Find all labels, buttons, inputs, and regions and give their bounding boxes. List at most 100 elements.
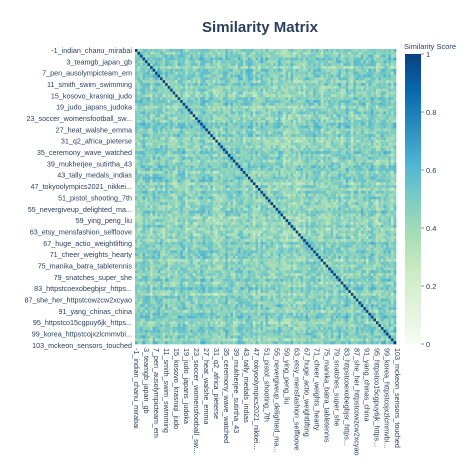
heatmap-cell [182, 102, 186, 107]
heatmap-cell [152, 151, 156, 155]
heatmap-cell [273, 91, 276, 95]
heatmap-cell [388, 151, 392, 155]
heatmap-cell [310, 179, 314, 183]
heatmap-cell [147, 151, 151, 155]
heatmap-cell [283, 139, 286, 143]
heatmap-cell [348, 122, 352, 126]
heatmap-cell [288, 77, 291, 81]
heatmap-cell [310, 57, 314, 61]
heatmap-cell [360, 49, 364, 53]
heatmap-cell [270, 66, 274, 70]
heatmap-cell [182, 63, 186, 67]
heatmap-cell [137, 49, 141, 53]
heatmap-cell [288, 57, 291, 61]
heatmap-cell [338, 156, 342, 160]
heatmap-cell [285, 119, 289, 124]
heatmap-cell [190, 49, 194, 53]
heatmap-cell [165, 117, 168, 121]
heatmap-cell [172, 108, 176, 112]
heatmap-cell [215, 156, 219, 160]
heatmap-cell [247, 153, 251, 158]
heatmap-cell [215, 131, 219, 135]
heatmap-cell [157, 102, 161, 107]
heatmap-cell [328, 156, 332, 160]
heatmap-cell [358, 49, 362, 53]
heatmap-cell [360, 88, 364, 92]
heatmap-cell [333, 176, 337, 180]
heatmap-cell [313, 117, 317, 121]
heatmap-cell [247, 134, 251, 138]
heatmap-cell [375, 68, 379, 73]
heatmap-cell [368, 49, 372, 53]
heatmap-cell [290, 51, 294, 56]
heatmap-cell [247, 142, 251, 146]
heatmap-cell [388, 122, 392, 126]
heatmap-cell [260, 105, 264, 109]
heatmap-cell [157, 153, 161, 158]
heatmap-cell [325, 162, 329, 166]
heatmap-cell [140, 176, 143, 180]
heatmap-cell [338, 54, 342, 58]
heatmap-cell [160, 102, 163, 107]
heatmap-cell [288, 134, 291, 138]
heatmap-cell [338, 108, 342, 112]
heatmap-cell [152, 80, 156, 84]
heatmap-cell [365, 128, 369, 132]
heatmap-cell [247, 182, 251, 186]
heatmap-cell [300, 145, 304, 149]
heatmap-cell [383, 179, 387, 183]
heatmap-cell [280, 66, 284, 70]
heatmap-cell [175, 49, 179, 53]
heatmap-cell [167, 139, 171, 143]
heatmap-cell [212, 77, 216, 81]
heatmap-cell [167, 125, 171, 129]
heatmap-cell [388, 114, 392, 118]
heatmap-cell [335, 88, 339, 92]
heatmap-cell [338, 80, 342, 84]
heatmap-cell [140, 145, 143, 149]
heatmap-cell [393, 142, 397, 146]
heatmap-cell [172, 49, 176, 53]
heatmap-cell [252, 117, 256, 121]
heatmap-cell [310, 71, 314, 75]
heatmap-cell [227, 49, 231, 53]
heatmap-cell [235, 170, 239, 175]
heatmap-cell [162, 159, 166, 163]
heatmap-cell [147, 142, 151, 146]
heatmap-cell [355, 68, 359, 73]
heatmap-cell [308, 60, 312, 64]
heatmap-cell [308, 74, 312, 78]
heatmap-cell [167, 114, 171, 118]
heatmap-cell [368, 63, 372, 67]
heatmap-cell [240, 148, 244, 152]
heatmap-cell [370, 77, 374, 81]
heatmap-cell [140, 173, 143, 177]
heatmap-cell [293, 182, 296, 186]
heatmap-cell [135, 136, 138, 141]
heatmap-cell [245, 60, 249, 64]
heatmap-cell [222, 125, 226, 129]
heatmap-cell [205, 153, 209, 158]
heatmap-cell [360, 159, 364, 163]
heatmap-cell [205, 162, 209, 166]
heatmap-cell [393, 97, 397, 101]
heatmap-cell [235, 148, 239, 152]
heatmap-cell [175, 162, 179, 166]
heatmap-cell [182, 105, 186, 109]
heatmap-cell [303, 108, 306, 112]
heatmap-cell [147, 100, 151, 104]
heatmap-cell [290, 176, 294, 180]
heatmap-cell [360, 162, 364, 166]
heatmap-cell [237, 88, 241, 92]
heatmap-cell [303, 182, 306, 186]
heatmap-cell [273, 54, 276, 58]
heatmap-cell [237, 176, 241, 180]
heatmap-cell [157, 122, 161, 126]
heatmap-cell [393, 119, 397, 124]
heatmap-cell [210, 54, 214, 58]
heatmap-cell [237, 66, 241, 70]
heatmap-cell [240, 83, 244, 87]
heatmap-cell [320, 66, 324, 70]
heatmap-cell [268, 108, 271, 112]
heatmap-cell [157, 111, 161, 115]
